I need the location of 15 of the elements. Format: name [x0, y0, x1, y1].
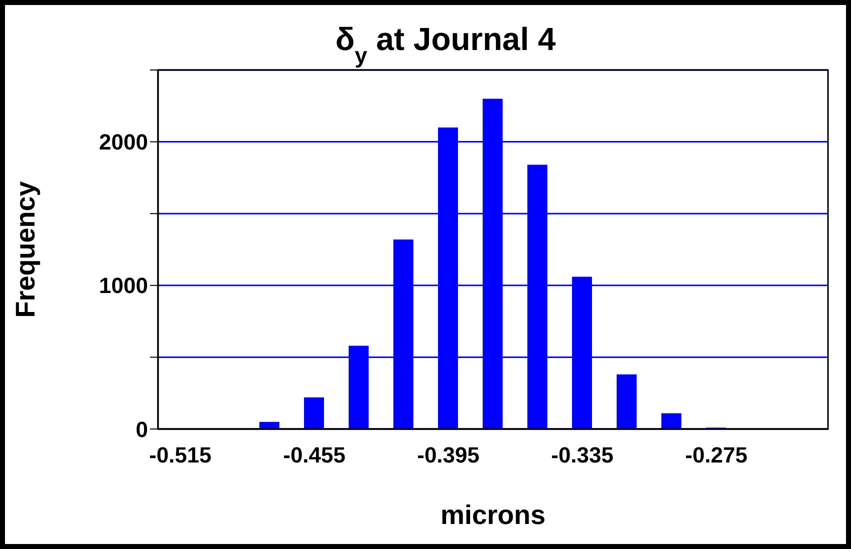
x-axis-title: microns — [440, 500, 546, 530]
y-tick-label: 0 — [136, 416, 148, 442]
x-tick-label: -0.335 — [551, 442, 614, 468]
bar — [259, 422, 280, 429]
x-tick-label: -0.455 — [283, 442, 346, 468]
x-tick-label: -0.515 — [149, 442, 212, 468]
y-axis-title: Frequency — [10, 181, 41, 318]
bar — [616, 374, 637, 429]
bar — [661, 413, 682, 429]
y-tick-label: 2000 — [99, 130, 148, 155]
x-tick-label: -0.275 — [685, 442, 748, 468]
chart-title: δ$_{y}$ at Journal 4 — [335, 21, 556, 68]
y-tick-label: 1000 — [99, 273, 148, 298]
x-tick-label: -0.395 — [417, 442, 480, 468]
bar — [304, 397, 324, 429]
